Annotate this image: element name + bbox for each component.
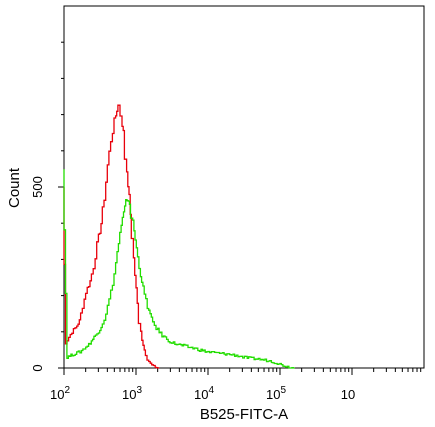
x-tick-label: 105 <box>266 385 286 402</box>
y-tick-label: 500 <box>30 176 45 198</box>
axis-ticks: 0 500 102 103 104 105 10 <box>30 41 422 402</box>
x-axis-title: B525-FITC-A <box>200 406 288 423</box>
plot-frame <box>63 5 425 369</box>
y-axis-title: Count <box>6 167 23 208</box>
x-tick-label: 103 <box>122 385 142 402</box>
series-layer <box>63 104 295 369</box>
series-line-2 <box>63 169 295 369</box>
y-tick-label: 0 <box>30 364 45 371</box>
series-line-1 <box>63 104 160 369</box>
x-tick-label: 104 <box>194 385 214 402</box>
x-tick-label: 10 <box>341 387 355 402</box>
x-tick-label: 102 <box>50 385 70 402</box>
